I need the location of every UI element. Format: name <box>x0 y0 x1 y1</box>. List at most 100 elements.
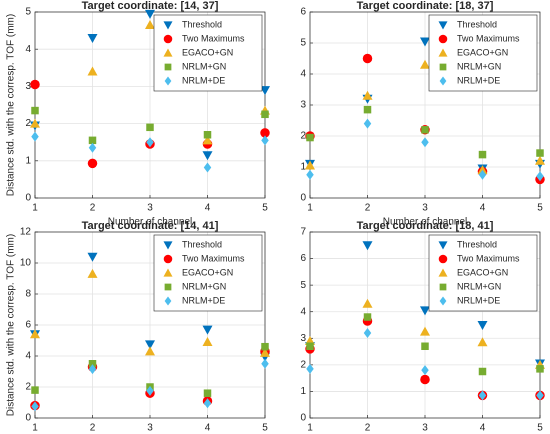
axes-frame <box>309 231 541 419</box>
marker-triangle-up <box>163 48 173 57</box>
marker-triangle-up <box>362 90 373 100</box>
marker-diamond <box>421 137 429 148</box>
marker-square <box>203 389 212 397</box>
legend-box <box>428 14 538 92</box>
marker-square <box>31 106 39 115</box>
y-axis-label: Distance std. with the corresp. TOF (mm) <box>6 14 17 196</box>
marker-triangle-up <box>30 118 40 128</box>
legend-label: Two Maximums <box>457 33 520 43</box>
y-tick-label: 6 <box>300 7 306 18</box>
y-tick-label: 4 <box>300 306 306 317</box>
x-tick-label: 4 <box>205 203 211 214</box>
y-tick-label: 7 <box>300 227 306 238</box>
marker-diamond <box>88 142 97 153</box>
marker-diamond <box>146 137 154 148</box>
marker-circle <box>438 254 448 264</box>
legend-label: Two Maximums <box>182 253 245 263</box>
marker-diamond <box>439 76 447 86</box>
marker-triangle-down <box>420 37 430 47</box>
x-tick-label: 1 <box>32 423 38 434</box>
marker-square <box>536 365 544 373</box>
y-tick-label: 1 <box>25 155 31 166</box>
marker-triangle-up <box>477 165 488 175</box>
marker-diamond <box>261 135 269 146</box>
marker-diamond <box>306 169 314 180</box>
x-axis-label: Number of channel <box>383 217 468 228</box>
y-tick-label: 2 <box>300 359 306 370</box>
marker-triangle-up <box>145 346 155 356</box>
marker-triangle-down <box>260 86 270 96</box>
x-tick-label: 1 <box>307 203 313 214</box>
x-tick-label: 3 <box>147 423 153 434</box>
y-tick-label: 0 <box>300 193 306 204</box>
marker-triangle-up <box>202 135 213 145</box>
chart-title: Target coordinate: [14, 37] <box>82 0 219 12</box>
marker-square <box>536 149 544 157</box>
x-tick-label: 3 <box>147 203 153 214</box>
x-tick-label: 5 <box>537 203 543 214</box>
legend-label: NRLM+DE <box>457 295 500 305</box>
marker-diamond <box>536 390 544 401</box>
marker-diamond <box>146 385 154 396</box>
x-tick-label: 1 <box>32 203 38 214</box>
marker-square <box>363 313 372 321</box>
x-tick-label: 5 <box>262 203 268 214</box>
marker-square <box>478 367 487 376</box>
marker-square <box>31 386 39 394</box>
marker-triangle-down <box>145 340 155 350</box>
marker-diamond <box>88 364 97 375</box>
marker-triangle-down <box>420 306 430 316</box>
marker-diamond <box>261 358 269 369</box>
marker-diamond <box>363 118 372 129</box>
marker-triangle-down <box>145 9 155 19</box>
marker-triangle-up <box>87 66 98 76</box>
x-tick-label: 5 <box>537 423 543 434</box>
y-tick-label: 8 <box>25 289 31 300</box>
x-tick-label: 2 <box>90 423 96 434</box>
marker-triangle-up <box>535 155 545 165</box>
marker-diamond <box>31 131 39 142</box>
marker-diamond <box>478 169 487 180</box>
marker-triangle-up <box>202 337 213 347</box>
y-tick-label: 0 <box>300 413 306 424</box>
legend-label: Threshold <box>457 239 497 249</box>
marker-square <box>439 283 447 291</box>
marker-square <box>88 136 97 145</box>
y-tick-label: 5 <box>25 7 31 18</box>
marker-square <box>146 123 154 132</box>
marker-square <box>478 150 487 159</box>
y-tick-label: 3 <box>300 333 306 344</box>
marker-triangle-down <box>87 252 98 262</box>
legend-label: Two Maximums <box>182 33 245 43</box>
marker-triangle-up <box>87 268 98 278</box>
y-tick-label: 0 <box>25 193 31 204</box>
marker-diamond <box>421 365 429 376</box>
y-tick-label: 10 <box>20 258 32 269</box>
marker-square <box>421 126 429 134</box>
marker-circle <box>420 374 430 385</box>
marker-triangle-down <box>362 241 373 251</box>
marker-square <box>88 360 97 368</box>
marker-triangle-down <box>163 21 173 30</box>
marker-triangle-up <box>260 347 270 357</box>
marker-triangle-down <box>438 21 448 30</box>
legend-label: NRLM+DE <box>182 295 225 305</box>
y-tick-label: 3 <box>300 100 306 111</box>
marker-triangle-up <box>420 326 430 336</box>
marker-triangle-up <box>362 298 373 308</box>
x-tick-label: 4 <box>205 423 211 434</box>
x-tick-label: 2 <box>365 203 371 214</box>
x-tick-label: 3 <box>422 203 428 214</box>
legend-box <box>428 234 538 312</box>
marker-diamond <box>31 401 39 412</box>
marker-triangle-up <box>420 59 430 69</box>
marker-circle <box>87 158 98 169</box>
marker-triangle-down <box>202 325 213 335</box>
legend-label: Threshold <box>182 239 222 249</box>
x-tick-label: 2 <box>365 423 371 434</box>
legend-label: Two Maximums <box>457 253 520 263</box>
y-tick-label: 2 <box>300 131 306 142</box>
marker-circle <box>163 254 173 264</box>
legend-label: NRLM+GN <box>457 281 501 291</box>
